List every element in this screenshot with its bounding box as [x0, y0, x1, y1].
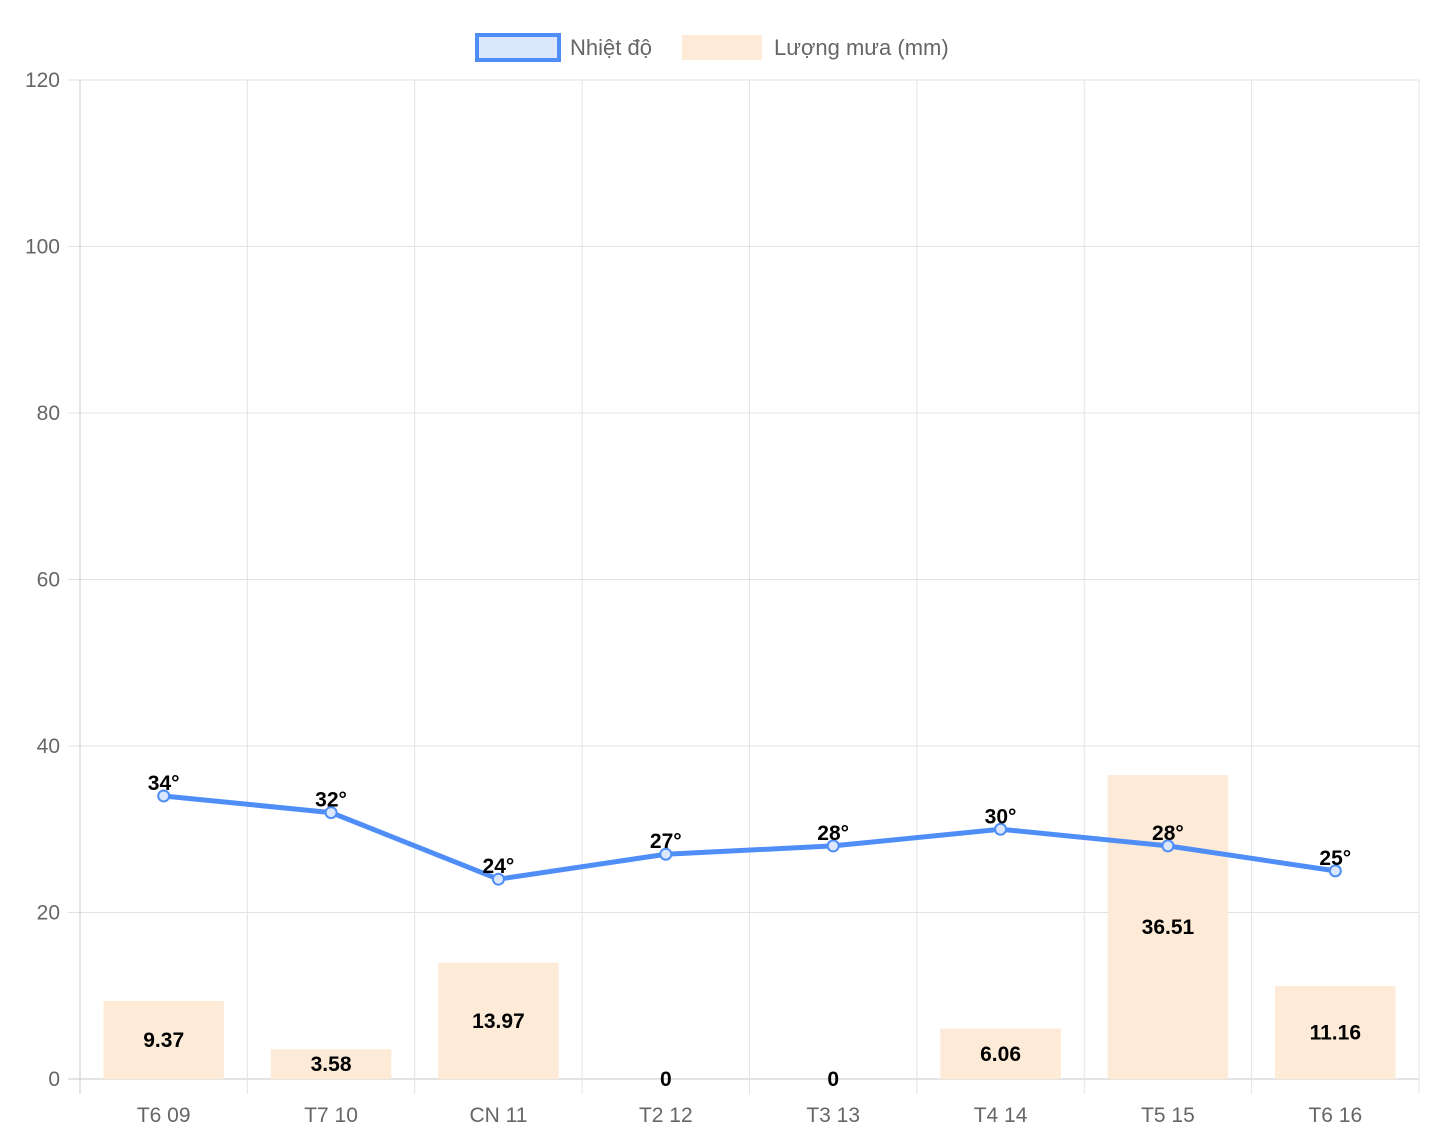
rainfall-value-label: 0: [660, 1068, 672, 1091]
x-tick-label: T6 16: [1308, 1104, 1362, 1127]
y-tick-label: 80: [37, 402, 60, 425]
rainfall-bars: [103, 775, 1396, 1079]
x-tick-label: T4 14: [974, 1104, 1028, 1127]
x-tick-label: T7 10: [304, 1104, 358, 1127]
legend: Nhiệt độ Lượng mưa (mm): [475, 33, 949, 62]
x-tick-label: T6 09: [137, 1104, 191, 1127]
temperature-point: [157, 789, 171, 803]
rainfall-value-label: 0: [827, 1068, 839, 1091]
temperature-point: [491, 872, 505, 886]
rainfall-value-label: 13.97: [472, 1010, 525, 1033]
legend-label-rainfall: Lượng mưa (mm): [774, 35, 949, 60]
legend-item-rainfall[interactable]: Lượng mưa (mm): [682, 35, 949, 60]
rainfall-bar: [103, 1000, 224, 1079]
y-tick-label: 60: [37, 569, 60, 592]
temperature-value-label: 24°: [483, 855, 515, 878]
rainfall-value-label: 36.51: [1142, 916, 1195, 939]
rainfall-bar: [940, 1028, 1061, 1079]
y-tick-label: 20: [37, 902, 60, 925]
rainfall-bar: [438, 962, 559, 1079]
rainfall-value-label: 6.06: [980, 1043, 1021, 1066]
legend-swatch-rainfall: [682, 35, 762, 60]
temperature-line-path: [161, 793, 1338, 882]
temperature-point: [324, 806, 338, 820]
y-tick-label: 100: [25, 236, 60, 259]
y-tick-label: 120: [25, 69, 60, 92]
temperature-point: [994, 822, 1008, 836]
temperature-point: [826, 839, 840, 853]
temperature-value-label: 34°: [148, 772, 180, 795]
x-tick-label: T2 12: [639, 1104, 693, 1127]
temperature-point: [1328, 864, 1342, 878]
temperature-point: [1161, 839, 1175, 853]
temperature-value-label: 32°: [315, 789, 347, 812]
legend-item-temperature[interactable]: Nhiệt độ: [475, 33, 652, 62]
x-tick-label: T5 15: [1141, 1104, 1195, 1127]
legend-swatch-temperature: [475, 33, 561, 62]
temperature-value-label: 28°: [817, 822, 849, 845]
data-labels: 9.37 3.58 13.97 0 0 6.06 36.51 11.16 34° 32° 24° 27…: [143, 772, 1361, 1091]
y-axis: 0 20 40 60 80 100 120: [25, 69, 60, 1091]
temperature-value-label: 25°: [1319, 847, 1351, 870]
temperature-value-label: 30°: [985, 805, 1017, 828]
y-tick-label: 40: [37, 735, 60, 758]
y-tick-label: 0: [48, 1068, 60, 1091]
grid: [68, 79, 1420, 1094]
x-axis: T6 09 T7 10 CN 11 T2 12 T3 13 T4 14 T5 15 T6 16: [137, 1104, 1362, 1127]
temperature-value-label: 27°: [650, 830, 682, 853]
rainfall-value-label: 3.58: [311, 1053, 352, 1076]
temperature-value-label: 28°: [1152, 822, 1184, 845]
rainfall-bar: [1275, 986, 1396, 1079]
temperature-line: [157, 789, 1342, 886]
legend-label-temperature: Nhiệt độ: [570, 35, 652, 60]
rainfall-value-label: 11.16: [1310, 1022, 1361, 1045]
rainfall-bar: [270, 1049, 392, 1079]
x-tick-label: T3 13: [806, 1104, 860, 1127]
rainfall-bar: [1107, 775, 1229, 1079]
rainfall-value-label: 9.37: [143, 1029, 184, 1052]
temperature-point: [659, 847, 673, 861]
x-tick-label: CN 11: [469, 1104, 527, 1127]
